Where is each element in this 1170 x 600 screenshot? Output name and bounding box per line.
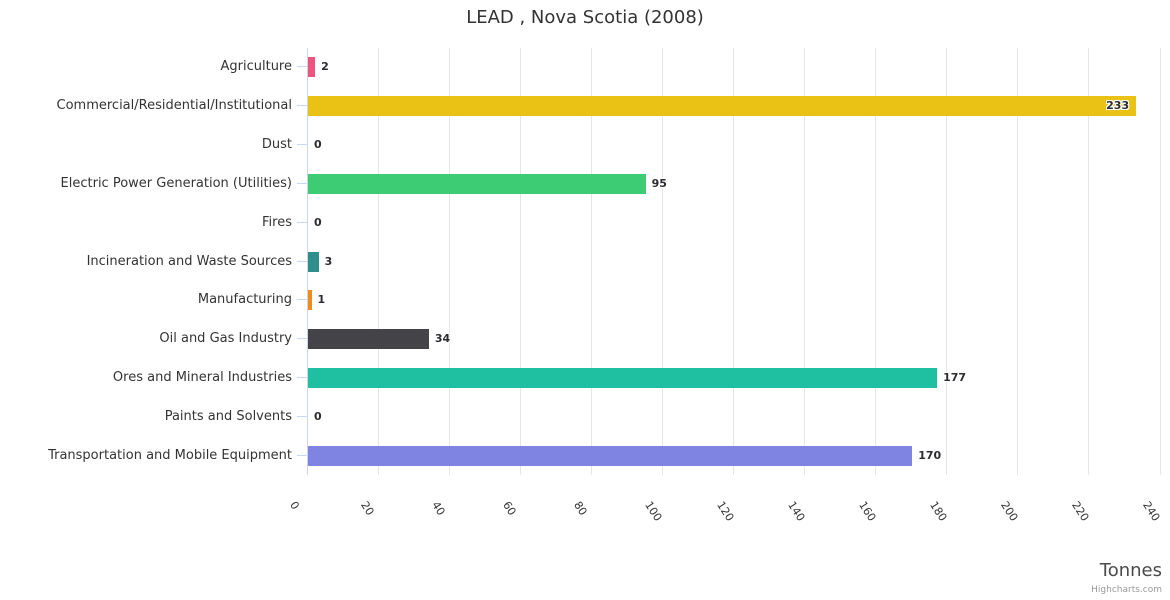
gridline [804,48,806,475]
x-tick-label: 200 [997,499,1021,524]
category-tick [297,183,307,184]
x-tick-label: 120 [713,499,736,524]
bar-value-label: 170 [918,449,942,462]
category-label: Commercial/Residential/Institutional [56,98,293,113]
x-tick-label: 240 [1140,499,1163,524]
category-label: Oil and Gas Industry [159,331,292,346]
category-label: Paints and Solvents [164,409,292,424]
highcharts-credits-link[interactable]: Highcharts.com [1091,585,1162,595]
x-tick-label: 60 [500,499,519,518]
category-label: Agriculture [220,59,293,74]
category-tick [297,222,307,223]
bar[interactable] [308,252,319,272]
category-label: Fires [262,215,292,230]
category-tick [297,299,307,300]
bar[interactable] [308,57,316,77]
category-tick [297,338,307,339]
gridline [1017,48,1019,475]
x-tick-label: 0 [287,499,302,512]
bar-value-label: 3 [324,255,333,268]
gridline [590,48,592,475]
gridline [1088,48,1090,475]
bar-value-label: 95 [651,177,667,190]
category-label: Incineration and Waste Sources [86,254,292,269]
gridline [377,48,379,475]
category-label: Ores and Mineral Industries [112,370,292,385]
bar-value-label: 0 [314,410,322,423]
bar-value-label: 233 [1106,99,1130,112]
gridline [875,48,877,475]
chart-title: LEAD , Nova Scotia (2008) [466,7,704,28]
gridline [1159,48,1161,475]
category-tick [297,416,307,417]
x-tick-label: 140 [784,499,808,524]
bar-value-label: 0 [314,138,322,151]
bar-value-label: 177 [943,371,967,384]
category-tick [297,455,307,456]
category-tick [297,144,307,145]
gridline [946,48,948,475]
category-tick [297,261,307,262]
x-tick-label: 220 [1069,499,1092,524]
category-tick [297,105,307,106]
gridline [448,48,450,475]
bar[interactable] [308,446,913,466]
x-tick-label: 40 [429,499,448,518]
bar-value-label: 2 [321,60,329,73]
bar[interactable] [308,329,429,349]
category-label: Manufacturing [197,292,292,307]
x-tick-label: 160 [855,499,879,524]
x-tick-label: 80 [571,499,590,518]
gridline [661,48,663,475]
bar[interactable] [308,174,646,194]
gridline [519,48,521,475]
category-tick [297,377,307,378]
x-axis-title: Tonnes [1099,560,1162,581]
bar[interactable] [308,368,938,388]
category-label: Transportation and Mobile Equipment [48,448,292,463]
bar[interactable] [308,290,312,310]
bar[interactable] [308,96,1137,116]
bar-value-label: 34 [434,332,451,345]
x-tick-label: 20 [358,499,377,518]
y-axis-line [307,48,308,475]
gridline [733,48,734,475]
category-label: Dust [261,137,292,152]
x-tick-label: 180 [926,499,950,524]
category-label: Electric Power Generation (Utilities) [60,176,292,191]
bar-value-label: 0 [314,216,322,229]
x-tick-label: 100 [642,499,665,524]
category-tick [297,66,307,67]
bar-value-label: 1 [317,293,326,306]
